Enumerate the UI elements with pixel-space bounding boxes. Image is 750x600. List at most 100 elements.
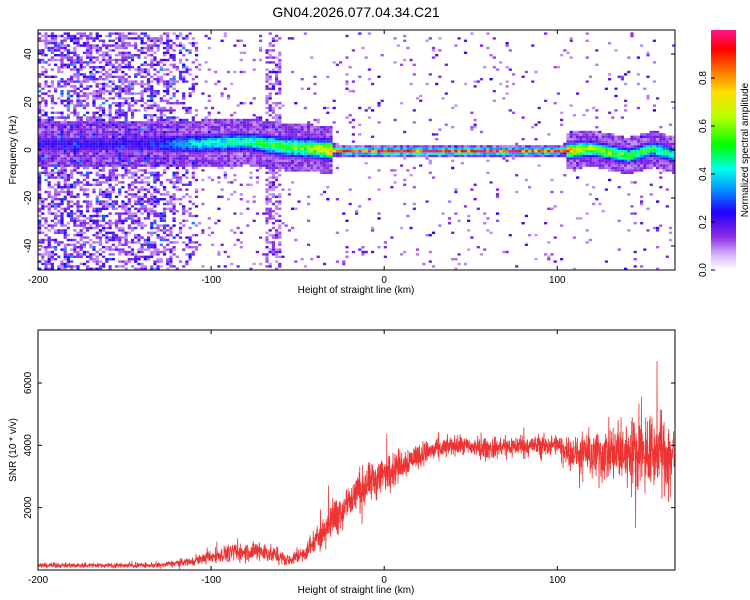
spectrogram-cell: [262, 138, 266, 141]
spectrogram-cell: [495, 193, 500, 196]
spectrogram-cell: [252, 200, 256, 203]
spectrogram-cell: [41, 133, 45, 136]
spectrogram-cell: [239, 123, 243, 126]
spectrogram-cell: [63, 255, 67, 258]
spectrogram-cell: [124, 217, 128, 220]
spectrogram-cell: [486, 229, 490, 232]
spectrogram-cell: [124, 262, 128, 266]
spectrogram-cell: [268, 250, 272, 254]
spectrogram-cell: [140, 142, 144, 146]
spectrogram-cell: [156, 250, 160, 254]
spectrogram-cell: [162, 147, 167, 150]
spectrogram-cell: [406, 150, 410, 153]
spectrogram-cell: [275, 147, 279, 150]
spectrogram-cell: [73, 152, 77, 155]
spectrogram-cell: [108, 150, 112, 153]
spectrogram-cell: [262, 123, 266, 126]
spectrogram-cell: [207, 130, 211, 134]
spectrogram-cell: [54, 248, 58, 251]
spectrogram-cell: [268, 217, 272, 220]
spectrogram-cell: [156, 80, 160, 83]
spectrogram-cell: [502, 152, 506, 155]
spectrogram-cell: [531, 126, 535, 129]
spectrogram-cell: [73, 121, 77, 124]
spectrogram-cell: [294, 145, 298, 148]
spectrogram-cell: [268, 164, 272, 167]
spectrogram-cell: [319, 145, 323, 148]
spectrogram-cell: [403, 39, 407, 42]
spectrogram-cell: [540, 147, 544, 150]
spectrogram-cell: [166, 159, 170, 162]
spectrogram-cell: [307, 157, 311, 160]
spectrogram-cell: [217, 142, 221, 146]
spectrogram-cell: [534, 123, 538, 126]
spectrogram-cell: [172, 236, 176, 239]
spectrogram-cell: [300, 123, 304, 126]
spectrogram-cell: [323, 135, 327, 138]
spectrogram-cell: [207, 142, 211, 146]
spectrogram-cell: [191, 166, 195, 170]
spectrogram-cell: [44, 114, 48, 117]
spectrogram-cell: [300, 130, 304, 134]
spectrogram-cell: [166, 80, 170, 83]
spectrogram-cell: [44, 222, 48, 225]
spectrogram-cell: [242, 133, 247, 136]
spectrogram-cell: [217, 121, 221, 124]
spectrogram-cell: [252, 150, 256, 153]
spectrogram-cell: [156, 130, 160, 134]
spectrogram-cell: [105, 162, 109, 165]
spectrogram-cell: [95, 250, 99, 254]
spectrogram-cell: [146, 243, 151, 246]
spectrogram-cell: [146, 73, 151, 76]
spectrogram-cell: [345, 34, 349, 38]
spectrogram-cell: [188, 195, 192, 198]
spectrogram-cell: [41, 54, 45, 57]
spectrogram-cell: [323, 164, 327, 167]
spectrogram-cell: [102, 147, 106, 150]
spectrogram-cell: [217, 118, 221, 122]
spectrogram-cell: [54, 142, 58, 146]
spectrogram-cell: [178, 126, 183, 129]
spectrogram-cell: [265, 162, 269, 165]
spectrogram-cell: [47, 159, 51, 162]
spectrogram-cell: [182, 106, 186, 110]
spectrogram-cell: [172, 183, 176, 186]
spectrogram-cell: [82, 157, 86, 160]
spectrogram-cell: [60, 219, 64, 222]
spectrogram-cell: [198, 159, 202, 162]
spectrogram-cell: [265, 265, 269, 268]
spectrogram-cell: [284, 130, 288, 134]
spectrogram-cell: [268, 54, 272, 57]
spectrogram-cell: [108, 183, 112, 186]
spectrogram-cell: [76, 56, 80, 59]
spectrogram-cell: [108, 224, 112, 227]
spectrogram-cell: [460, 150, 464, 153]
spectrogram-cell: [198, 133, 202, 136]
spectrogram-cell: [194, 126, 199, 129]
spectrogram-cell: [483, 147, 487, 150]
spectrogram-cell: [255, 162, 259, 165]
spectrogram-cell: [63, 198, 67, 201]
spectrogram-cell: [57, 70, 61, 74]
spectrogram-cell: [92, 152, 96, 155]
spectrogram-cell: [50, 246, 54, 249]
spectrogram-cell: [166, 193, 170, 196]
spectrogram-cell: [537, 152, 541, 155]
spectrogram-cell: [319, 126, 323, 129]
spectrogram-cell: [44, 164, 48, 167]
spectrogram-cell: [82, 133, 86, 136]
spectrogram-cell: [98, 90, 102, 93]
spectrogram-cell: [82, 188, 86, 191]
spectrogram-cell: [217, 219, 221, 222]
spectrogram-cell: [287, 145, 291, 148]
spectrogram-cell: [130, 253, 135, 256]
spectrogram-cell: [454, 150, 458, 153]
spectrogram-cell: [223, 174, 227, 177]
spectrogram-cell: [60, 51, 64, 54]
spectrogram-cell: [140, 188, 144, 191]
spectrogram-cell: [403, 147, 407, 150]
spectrogram-cell: [239, 152, 243, 155]
spectrogram-cell: [140, 70, 144, 74]
spectrogram-cell: [47, 246, 51, 249]
spectrogram-cell: [124, 99, 128, 102]
